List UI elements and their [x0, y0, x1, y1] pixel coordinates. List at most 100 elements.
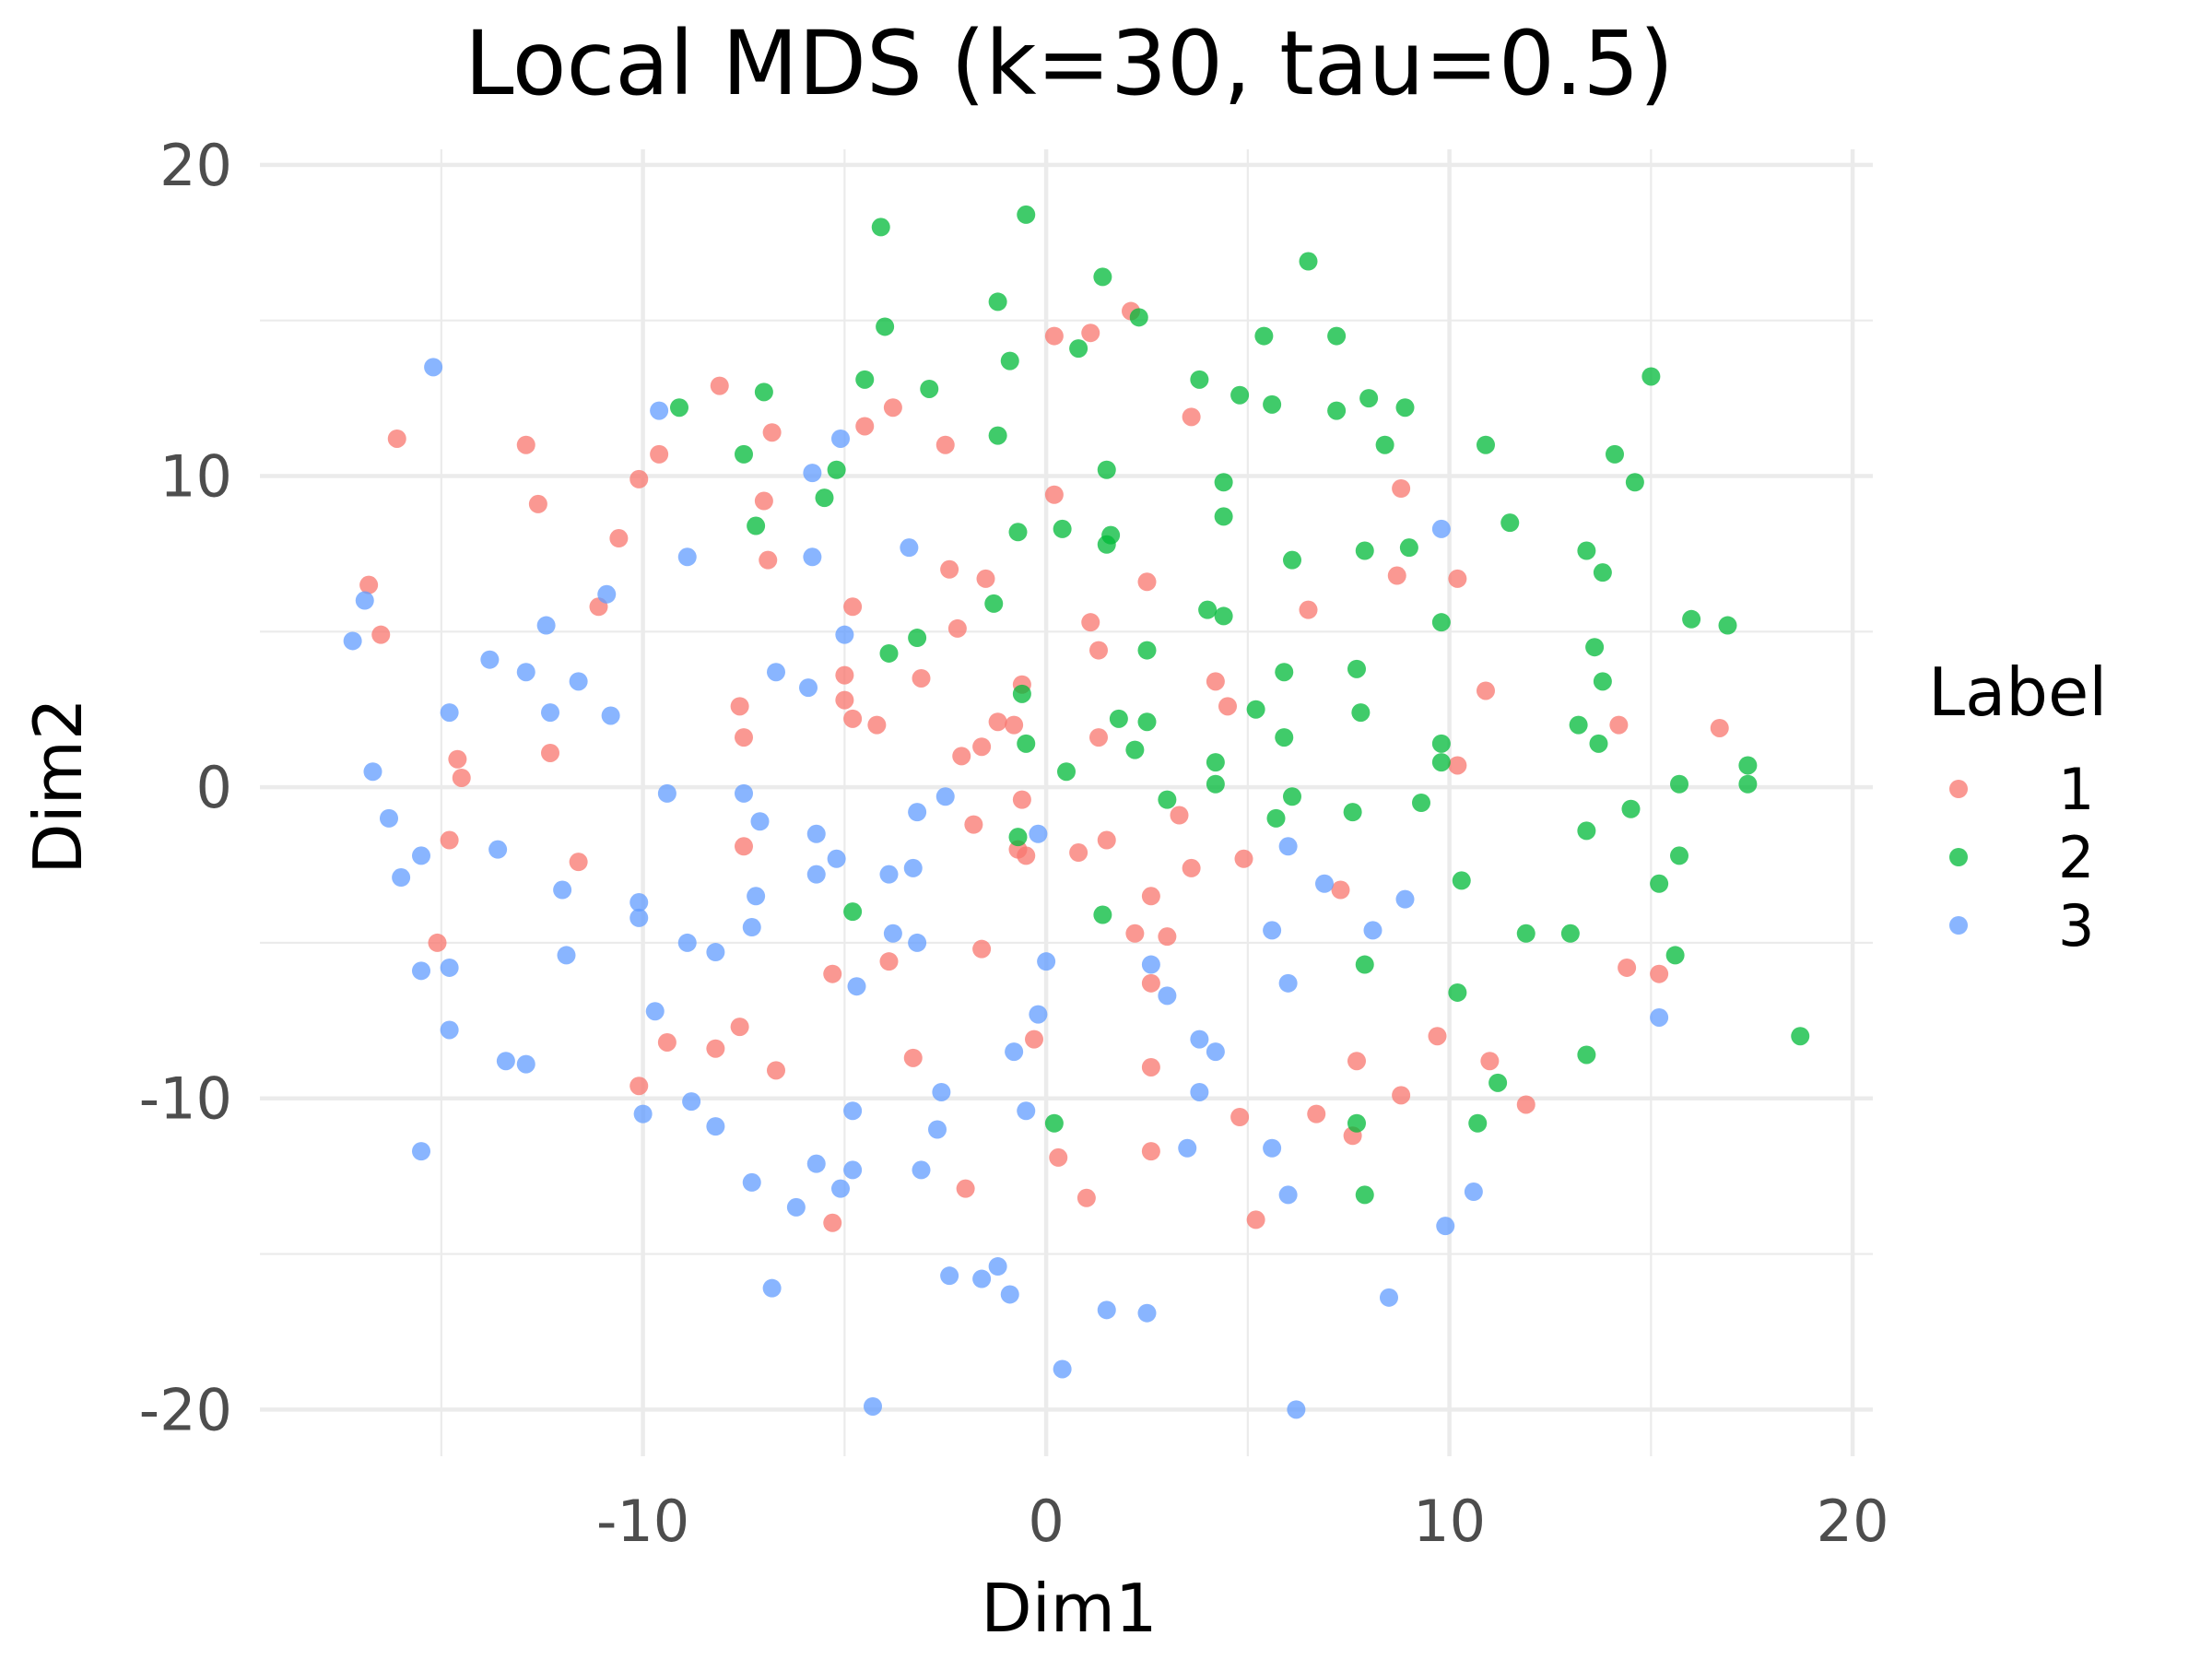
data-point-label-2	[855, 370, 875, 389]
data-point-label-2	[1589, 734, 1608, 753]
data-point-label-3	[806, 824, 826, 843]
legend-key-3	[1949, 916, 1968, 935]
data-point-label-3	[883, 924, 902, 943]
data-point-label-1	[972, 939, 992, 959]
data-point-label-1	[1299, 600, 1318, 619]
x-axis-ticks: -10 0 10 20	[596, 1488, 1889, 1555]
data-point-label-2	[735, 444, 753, 464]
data-point-label-1	[650, 444, 669, 464]
legend-items: 123	[1949, 756, 2094, 959]
data-point-label-3	[1017, 1101, 1036, 1121]
data-point-label-1	[1710, 718, 1729, 737]
data-point-label-2	[1137, 641, 1157, 660]
data-point-label-2	[1017, 734, 1036, 753]
data-point-label-1	[1097, 830, 1116, 850]
data-point-label-2	[1057, 762, 1076, 782]
data-point-label-2	[815, 488, 834, 508]
data-point-label-3	[1278, 1185, 1298, 1205]
data-point-label-2	[1593, 672, 1612, 691]
data-point-label-2	[1375, 435, 1394, 454]
data-point-label-3	[1037, 952, 1056, 971]
data-point-label-3	[1178, 1138, 1197, 1158]
data-point-label-1	[1141, 973, 1160, 993]
data-point-label-2	[1129, 308, 1148, 327]
data-point-label-2	[1283, 550, 1301, 570]
data-point-label-3	[803, 464, 822, 483]
data-point-label-3	[1278, 973, 1298, 993]
data-point-label-2	[1190, 370, 1209, 389]
data-point-label-3	[742, 1172, 761, 1192]
data-point-label-3	[762, 1278, 782, 1298]
x-tick-label: 20	[1817, 1488, 1889, 1555]
data-point-label-2	[1017, 205, 1036, 224]
data-point-label-2	[984, 594, 1004, 613]
data-point-label-3	[843, 1160, 863, 1180]
data-point-label-2	[1008, 828, 1028, 847]
data-point-label-2	[988, 292, 1007, 312]
data-point-label-1	[1077, 1188, 1096, 1207]
data-point-label-3	[1263, 921, 1282, 940]
data-point-label-3	[677, 547, 697, 567]
data-point-label-3	[831, 429, 850, 448]
data-point-label-2	[1585, 638, 1605, 657]
data-point-label-1	[1137, 572, 1157, 592]
data-point-label-1	[835, 665, 854, 685]
data-point-label-2	[1670, 846, 1688, 865]
data-point-label-3	[682, 1092, 701, 1112]
data-point-label-3	[440, 703, 459, 723]
data-point-label-1	[569, 853, 588, 872]
data-point-label-3	[1206, 1042, 1225, 1062]
data-point-label-3	[1363, 921, 1382, 940]
data-point-label-2	[1488, 1073, 1508, 1092]
data-point-label-2	[876, 317, 895, 336]
data-point-label-1	[1218, 697, 1237, 716]
data-point-label-1	[1141, 887, 1160, 906]
data-point-label-2	[1347, 659, 1366, 678]
data-point-label-2	[1560, 924, 1580, 943]
data-point-label-3	[1097, 1300, 1116, 1320]
data-point-label-3	[569, 672, 588, 691]
data-point-label-3	[343, 631, 362, 651]
data-point-label-3	[496, 1052, 515, 1071]
data-point-label-1	[1005, 715, 1024, 735]
data-point-label-1	[1347, 1052, 1366, 1071]
data-point-label-2	[1577, 541, 1596, 560]
data-point-label-1	[629, 469, 649, 488]
data-point-label-3	[928, 1120, 947, 1139]
data-point-label-3	[392, 868, 411, 888]
data-point-label-3	[380, 808, 398, 828]
data-point-label-2	[1791, 1027, 1810, 1046]
data-point-label-1	[976, 569, 995, 588]
data-point-label-2	[1448, 982, 1467, 1002]
data-point-label-2	[1355, 541, 1374, 560]
data-point-label-3	[747, 887, 766, 906]
data-point-label-3	[972, 1269, 992, 1288]
data-point-label-1	[387, 429, 406, 448]
y-axis-ticks: -20 -10 0 10 20	[139, 132, 232, 1443]
data-point-label-3	[1395, 889, 1415, 909]
data-point-label-1	[609, 529, 629, 548]
data-point-label-3	[908, 803, 927, 822]
data-point-label-1	[1089, 728, 1108, 747]
legend-key-2	[1949, 848, 1968, 866]
data-point-label-3	[864, 1396, 882, 1416]
data-point-label-2	[754, 382, 773, 402]
chart-title: Local MDS (k=30, tau=0.5)	[465, 12, 1674, 115]
data-point-label-2	[1577, 821, 1596, 841]
data-point-label-2	[1275, 663, 1294, 682]
data-point-label-1	[1387, 566, 1406, 585]
data-point-label-2	[1158, 790, 1177, 809]
data-point-label-2	[827, 460, 846, 479]
data-point-label-1	[1012, 790, 1031, 809]
data-point-label-3	[1053, 1359, 1072, 1379]
data-point-label-1	[1025, 1030, 1043, 1049]
data-point-label-1	[867, 715, 887, 735]
data-point-label-1	[1044, 485, 1064, 504]
data-point-label-2	[1621, 799, 1641, 818]
data-point-label-3	[1464, 1182, 1483, 1202]
data-point-label-2	[1355, 1185, 1374, 1205]
data-point-label-1	[1230, 1107, 1250, 1126]
data-point-label-3	[557, 946, 576, 965]
data-points	[343, 205, 1810, 1419]
data-point-label-1	[730, 697, 749, 716]
